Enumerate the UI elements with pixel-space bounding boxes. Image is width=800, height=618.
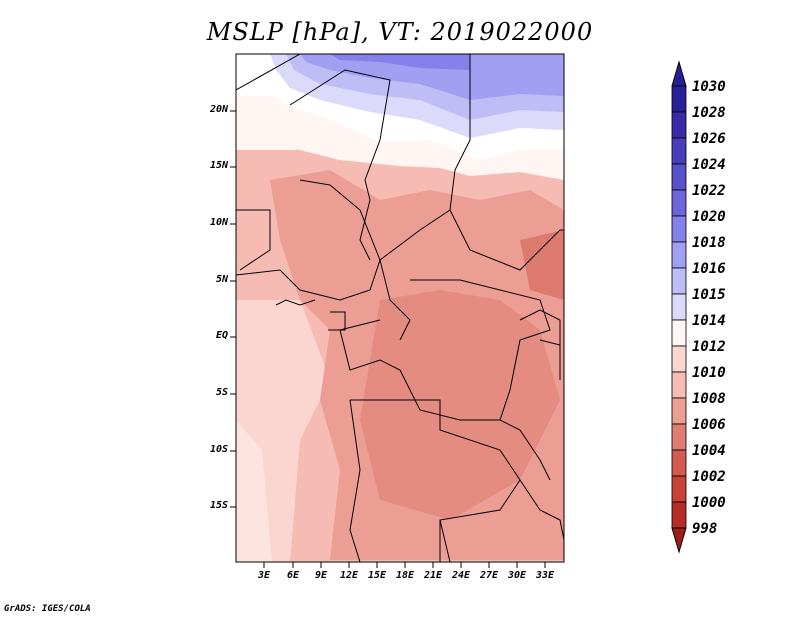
colorbar-label-1022: 1022	[692, 183, 726, 199]
lat-label-10s: 10S	[209, 444, 228, 455]
lon-label-24e: 24E	[451, 570, 471, 581]
lon-label-30e: 30E	[507, 570, 527, 581]
colorbar-swatch	[671, 371, 687, 399]
colorbar-swatch	[671, 85, 687, 113]
colorbar-label-1028: 1028	[692, 105, 726, 121]
colorbar-arrow-top	[671, 60, 687, 87]
lat-label-5s: 5S	[215, 387, 228, 398]
colorbar-swatch	[671, 163, 687, 191]
colorbar-label-1015: 1015	[692, 287, 726, 303]
lat-label-15s: 15S	[209, 500, 228, 511]
colorbar-swatch	[671, 137, 687, 165]
lat-label-eq: EQ	[215, 330, 228, 341]
colorbar-label-1004: 1004	[692, 443, 726, 459]
colorbar-swatch	[671, 293, 687, 321]
lat-label-5n: 5N	[215, 274, 228, 285]
colorbar-label-1006: 1006	[692, 417, 726, 433]
lat-ticks	[230, 110, 236, 508]
colorbar-label-998: 998	[692, 521, 718, 537]
lon-label-15e: 15E	[367, 570, 387, 581]
colorbar-label-1000: 1000	[692, 495, 726, 511]
country-borders	[236, 54, 564, 562]
lon-label-27e: 27E	[479, 570, 499, 581]
colorbar-swatch	[671, 215, 687, 243]
lat-label-20n: 20N	[209, 104, 228, 115]
colorbar-label-1024: 1024	[692, 157, 726, 173]
pressure-field	[236, 54, 564, 562]
colorbar-swatch	[671, 267, 687, 295]
colorbar-arrow-bottom	[671, 527, 687, 554]
colorbar-swatch	[671, 319, 687, 347]
colorbar-label-1012: 1012	[692, 339, 726, 355]
map-frame	[235, 53, 565, 563]
colorbar-label-1008: 1008	[692, 391, 726, 407]
colorbar-label-1010: 1010	[692, 365, 726, 381]
colorbar-swatch	[671, 501, 687, 529]
colorbar-label-1002: 1002	[692, 469, 726, 485]
colorbar-label-1026: 1026	[692, 131, 726, 147]
colorbar-swatch	[671, 475, 687, 503]
lon-label-6e: 6E	[286, 570, 300, 581]
lon-label-3e: 3E	[257, 570, 271, 581]
lat-label-15n: 15N	[209, 160, 228, 171]
colorbar-label-1020: 1020	[692, 209, 726, 225]
colorbar-swatch	[671, 423, 687, 451]
colorbar-label-1018: 1018	[692, 235, 726, 251]
map-title: MSLP [hPa], VT: 2019022000	[206, 18, 594, 46]
grads-credit: GrADS: IGES/COLA	[4, 604, 91, 614]
colorbar-swatch	[671, 397, 687, 425]
lon-label-12e: 12E	[339, 570, 359, 581]
lat-label-10n: 10N	[209, 217, 228, 228]
colorbar-label-1014: 1014	[692, 313, 726, 329]
colorbar-label-1016: 1016	[692, 261, 726, 277]
colorbar	[671, 60, 687, 554]
colorbar-swatch	[671, 345, 687, 373]
lon-label-21e: 21E	[423, 570, 443, 581]
colorbar-swatch	[671, 449, 687, 477]
lon-label-18e: 18E	[395, 570, 415, 581]
lon-label-9e: 9E	[314, 570, 328, 581]
colorbar-swatch	[671, 241, 687, 269]
colorbar-swatch	[671, 111, 687, 139]
lon-ticks	[263, 562, 546, 568]
colorbar-label-1030: 1030	[692, 79, 726, 95]
lon-label-33e: 33E	[535, 570, 555, 581]
colorbar-swatch	[671, 189, 687, 217]
